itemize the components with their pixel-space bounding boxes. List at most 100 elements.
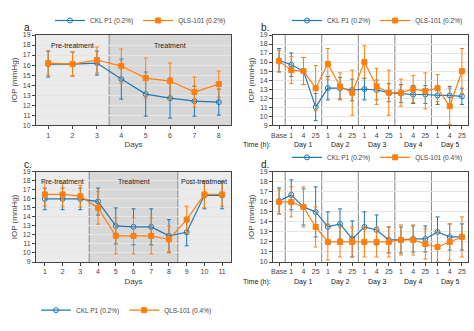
svg-text:11: 11 xyxy=(260,104,267,111)
svg-text:9: 9 xyxy=(185,268,189,275)
svg-text:4: 4 xyxy=(411,132,415,139)
svg-text:c.: c. xyxy=(24,159,32,170)
svg-text:15: 15 xyxy=(23,72,31,79)
svg-text:Days: Days xyxy=(124,277,142,286)
svg-text:11: 11 xyxy=(260,248,267,255)
svg-text:Day 4: Day 4 xyxy=(404,278,422,286)
svg-text:13: 13 xyxy=(23,222,31,229)
svg-text:QLS-101 (0.4%): QLS-101 (0.4%) xyxy=(415,154,462,162)
svg-text:Treatment: Treatment xyxy=(118,178,150,185)
svg-text:15: 15 xyxy=(260,68,268,75)
svg-text:13: 13 xyxy=(260,86,268,93)
svg-text:11: 11 xyxy=(218,268,225,275)
svg-text:18: 18 xyxy=(23,41,31,48)
svg-text:4: 4 xyxy=(375,132,379,139)
svg-text:Pre-treatment: Pre-treatment xyxy=(41,178,84,185)
svg-text:10: 10 xyxy=(260,258,268,265)
svg-text:Day 1: Day 1 xyxy=(294,141,312,149)
svg-text:Day 3: Day 3 xyxy=(368,278,386,286)
svg-text:1: 1 xyxy=(43,268,47,275)
svg-text:25: 25 xyxy=(385,268,393,275)
svg-text:14: 14 xyxy=(23,82,31,89)
svg-text:Day 2: Day 2 xyxy=(331,278,349,286)
svg-text:Days: Days xyxy=(124,140,142,149)
svg-text:Time (h):: Time (h): xyxy=(243,141,271,149)
svg-text:13: 13 xyxy=(260,228,268,235)
svg-text:IOP (mmHg): IOP (mmHg) xyxy=(248,57,257,102)
svg-text:25: 25 xyxy=(312,268,320,275)
svg-text:4: 4 xyxy=(375,268,379,275)
svg-text:17: 17 xyxy=(260,188,268,195)
svg-text:Day 2: Day 2 xyxy=(331,141,349,149)
svg-text:4: 4 xyxy=(411,268,415,275)
svg-text:4: 4 xyxy=(119,132,123,139)
svg-text:6: 6 xyxy=(132,268,136,275)
svg-text:CKL P1 (0.2%): CKL P1 (0.2%) xyxy=(327,17,370,25)
svg-text:18: 18 xyxy=(260,178,268,185)
svg-text:4: 4 xyxy=(302,268,306,275)
svg-text:4: 4 xyxy=(96,268,100,275)
svg-text:2: 2 xyxy=(71,132,75,139)
svg-text:10: 10 xyxy=(260,113,268,120)
svg-text:10: 10 xyxy=(23,249,31,256)
svg-text:IOP (mmHg): IOP (mmHg) xyxy=(248,194,257,239)
svg-text:10: 10 xyxy=(23,122,31,129)
svg-text:b.: b. xyxy=(261,22,269,33)
svg-text:Day 4: Day 4 xyxy=(404,141,422,149)
svg-text:10: 10 xyxy=(201,268,209,275)
svg-text:4: 4 xyxy=(338,268,342,275)
svg-text:4: 4 xyxy=(448,132,452,139)
svg-text:Treatment: Treatment xyxy=(154,42,186,49)
svg-text:25: 25 xyxy=(348,132,356,139)
svg-text:25: 25 xyxy=(348,268,356,275)
svg-text:19: 19 xyxy=(23,31,31,38)
svg-text:19: 19 xyxy=(260,168,268,175)
svg-text:25: 25 xyxy=(458,268,466,275)
svg-text:13: 13 xyxy=(23,92,31,99)
svg-text:25: 25 xyxy=(385,132,393,139)
svg-text:12: 12 xyxy=(260,238,268,245)
svg-text:1: 1 xyxy=(326,132,330,139)
svg-text:25: 25 xyxy=(421,268,429,275)
svg-text:11: 11 xyxy=(23,240,30,247)
svg-text:1: 1 xyxy=(362,268,366,275)
svg-text:25: 25 xyxy=(458,132,466,139)
svg-text:1: 1 xyxy=(46,132,50,139)
svg-text:4: 4 xyxy=(448,268,452,275)
svg-text:9: 9 xyxy=(264,122,268,129)
svg-text:18: 18 xyxy=(260,40,268,47)
svg-text:1: 1 xyxy=(436,132,440,139)
svg-text:4: 4 xyxy=(302,132,306,139)
svg-text:16: 16 xyxy=(23,62,31,69)
svg-text:3: 3 xyxy=(95,132,99,139)
svg-text:CKL P1 (0.2%): CKL P1 (0.2%) xyxy=(327,154,370,162)
svg-text:Base: Base xyxy=(271,132,287,139)
svg-text:19: 19 xyxy=(260,31,268,38)
svg-text:d.: d. xyxy=(261,159,269,170)
svg-text:7: 7 xyxy=(149,268,153,275)
svg-text:CKL P1 (0.2%): CKL P1 (0.2%) xyxy=(76,307,119,315)
svg-text:QLS-101 (0.4%): QLS-101 (0.4%) xyxy=(164,307,211,315)
svg-text:16: 16 xyxy=(23,195,31,202)
svg-text:11: 11 xyxy=(23,112,30,119)
svg-text:2: 2 xyxy=(61,268,65,275)
svg-text:14: 14 xyxy=(23,213,31,220)
svg-text:a.: a. xyxy=(24,22,32,33)
svg-text:8: 8 xyxy=(217,132,221,139)
svg-text:19: 19 xyxy=(23,168,31,175)
svg-text:Post-treatment: Post-treatment xyxy=(181,178,227,185)
svg-text:12: 12 xyxy=(260,95,268,102)
svg-text:Day 1: Day 1 xyxy=(294,278,312,286)
svg-text:IOP (mmHg): IOP (mmHg) xyxy=(11,57,20,102)
svg-text:4: 4 xyxy=(338,132,342,139)
svg-text:5: 5 xyxy=(144,132,148,139)
svg-text:Day 3: Day 3 xyxy=(368,141,386,149)
svg-text:1: 1 xyxy=(399,268,403,275)
svg-text:6: 6 xyxy=(168,132,172,139)
svg-text:IOP (mmHg): IOP (mmHg) xyxy=(11,194,20,239)
svg-text:Time (h):: Time (h): xyxy=(243,278,271,286)
svg-text:CKL P1 (0.2%): CKL P1 (0.2%) xyxy=(90,17,133,25)
svg-text:14: 14 xyxy=(260,77,268,84)
svg-text:14: 14 xyxy=(260,218,268,225)
svg-text:1: 1 xyxy=(289,268,293,275)
